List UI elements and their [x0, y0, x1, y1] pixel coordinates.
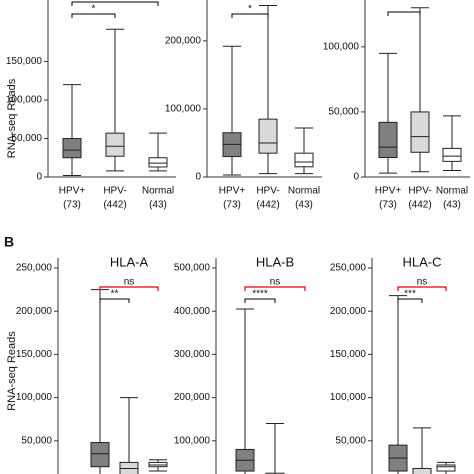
significance-label: ns [124, 277, 135, 288]
panel-title: HLA-A [110, 254, 149, 269]
significance-label: *** [404, 289, 416, 300]
panel-title: HLA-C [402, 254, 441, 269]
x-tick-label: HPV+ [375, 186, 402, 197]
y-tick-label: 0 [36, 172, 42, 183]
box [105, 132, 125, 157]
x-tick-label: HPV- [103, 186, 126, 197]
x-count-label: (442) [103, 200, 126, 211]
x-count-label: (442) [256, 200, 279, 211]
significance-label: **** [252, 289, 268, 300]
significance-bracket [397, 298, 423, 303]
x-tick-label: Normal [288, 186, 320, 197]
significance-bracket [71, 13, 116, 18]
box [378, 121, 398, 158]
y-tick-label: 200,000 [330, 306, 367, 317]
significance-label: * [92, 4, 96, 15]
significance-bracket [99, 298, 130, 303]
y-tick-label: 0 [195, 172, 201, 183]
y-tick-label: 50,000 [328, 107, 359, 118]
y-tick-label: 50,000 [335, 435, 366, 446]
x-count-label: (442) [408, 200, 431, 211]
significance-label: *** [109, 0, 121, 3]
y-tick-label: 100,000 [174, 435, 211, 446]
y-tick-label: 250,000 [16, 263, 53, 274]
box [62, 138, 82, 159]
y-tick-label: 100,000 [165, 104, 202, 115]
y-tick-label: 0 [353, 172, 359, 183]
box [258, 118, 278, 154]
y-tick-label: 200,000 [165, 35, 202, 46]
x-tick-label: HPV+ [59, 186, 86, 197]
x-tick-label: HPV- [408, 186, 431, 197]
x-count-label: (73) [223, 200, 241, 211]
significance-label: * [248, 4, 252, 15]
y-tick-label: 100,000 [6, 95, 43, 106]
significance-bracket [99, 286, 159, 291]
x-count-label: (73) [63, 200, 81, 211]
significance-label: ns [417, 277, 428, 288]
significance-bracket [397, 286, 447, 291]
y-tick-label: 150,000 [16, 349, 53, 360]
significance-bracket [244, 298, 276, 303]
y-tick-label: 200,000 [16, 306, 53, 317]
x-tick-label: HPV- [256, 186, 279, 197]
x-count-label: (43) [295, 200, 313, 211]
x-count-label: (73) [379, 200, 397, 211]
significance-label: ** [111, 289, 119, 300]
x-tick-label: Normal [142, 186, 174, 197]
y-axis-label: RNA-seq Reads [6, 78, 18, 158]
x-count-label: (43) [149, 200, 167, 211]
y-axis-label: RNA-seq Reads [6, 331, 18, 411]
y-tick-label: 100,000 [323, 41, 360, 52]
box [294, 152, 314, 168]
y-tick-label: 100,000 [330, 392, 367, 403]
x-count-label: (43) [443, 200, 461, 211]
panel-title: HLA-B [256, 254, 294, 269]
y-tick-label: 50,000 [11, 133, 42, 144]
box [410, 111, 430, 153]
y-tick-label: 250,000 [330, 263, 367, 274]
y-tick-label: 400,000 [174, 306, 211, 317]
x-tick-label: Normal [436, 186, 468, 197]
y-tick-label: 300,000 [174, 349, 211, 360]
y-tick-label: 500,000 [174, 263, 211, 274]
panel-letter: B [4, 234, 14, 250]
significance-bracket [244, 286, 306, 291]
significance-label: ns [270, 277, 281, 288]
y-tick-label: 150,000 [6, 56, 43, 67]
significance-bracket [231, 13, 269, 18]
y-tick-label: 150,000 [330, 349, 367, 360]
box [442, 147, 462, 162]
x-tick-label: HPV+ [219, 186, 246, 197]
box [412, 467, 432, 474]
y-tick-label: 200,000 [174, 392, 211, 403]
significance-bracket [387, 11, 421, 16]
significance-bracket [71, 1, 159, 6]
y-tick-label: 50,000 [21, 435, 52, 446]
y-tick-label: 100,000 [16, 392, 53, 403]
box [148, 157, 168, 168]
box [436, 464, 456, 472]
box [90, 442, 110, 468]
